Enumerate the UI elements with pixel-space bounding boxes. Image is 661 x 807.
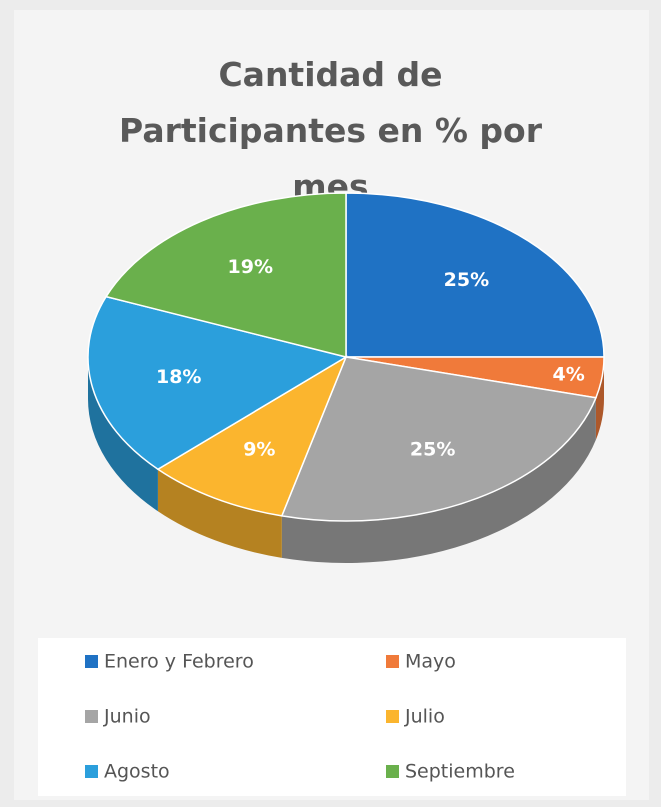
legend-label: Julio xyxy=(404,706,445,728)
legend-label: Septiembre xyxy=(405,761,515,783)
legend-swatch xyxy=(85,765,98,778)
pie-slice xyxy=(280,356,597,522)
pie-slice xyxy=(87,295,348,471)
legend-swatch xyxy=(85,710,98,723)
chart-title-box: Cantidad de Participantes en % por mes xyxy=(0,47,661,215)
legend-label: Junio xyxy=(103,706,151,728)
pie-slice xyxy=(104,192,347,358)
pie-slice xyxy=(156,355,348,517)
legend-swatch xyxy=(386,765,399,778)
legend-box xyxy=(38,638,626,796)
data-label: 9% xyxy=(243,439,275,461)
pie-slice xyxy=(345,192,605,358)
legend-label: Mayo xyxy=(405,651,456,673)
legend-swatch xyxy=(85,655,98,668)
legend-label: Enero y Febrero xyxy=(104,651,254,673)
legend-swatch xyxy=(386,710,399,723)
data-label: 19% xyxy=(228,256,273,278)
data-label: 18% xyxy=(156,366,201,388)
legend-label: Agosto xyxy=(104,761,170,783)
pie-slice-side xyxy=(88,357,158,512)
legend-swatch xyxy=(386,655,399,668)
data-label: 25% xyxy=(444,269,489,291)
pie-slice-side xyxy=(157,469,282,558)
chart-title: Cantidad de Participantes en % por mes xyxy=(119,55,542,206)
pie-labels: 25% 4% 25% 9% 18% 19% xyxy=(156,256,585,461)
data-label: 4% xyxy=(553,363,585,385)
pie-tops xyxy=(87,192,605,522)
data-label: 25% xyxy=(410,439,455,461)
pie-slice-side xyxy=(281,397,596,563)
